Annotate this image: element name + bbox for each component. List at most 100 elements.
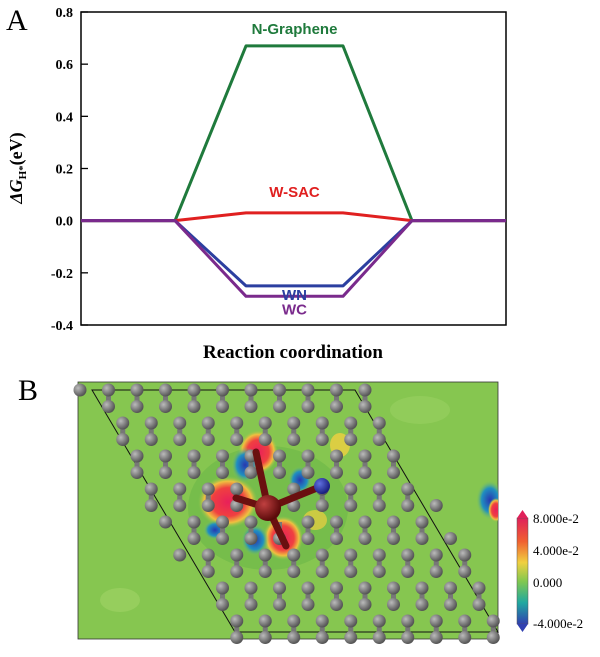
carbon-atom [344, 482, 358, 496]
carbon-atom [387, 466, 400, 479]
carbon-atom [358, 400, 372, 413]
series-label-w-sac: W-SAC [269, 184, 320, 201]
carbon-atom [358, 532, 372, 545]
carbon-atom [130, 400, 144, 413]
carbon-atom [258, 433, 272, 446]
carbon-atom [401, 614, 415, 628]
carbon-atom [301, 515, 315, 529]
y-label-main: ΔG [6, 179, 26, 204]
carbon-atom [216, 598, 229, 611]
carbon-atom [187, 466, 201, 479]
carbon-atom [372, 614, 386, 628]
carbon-atom [387, 581, 400, 595]
carbon-atom [187, 515, 201, 529]
carbon-atom [201, 548, 215, 562]
series-label-n-graphene: N-Graphene [252, 21, 338, 38]
carbon-atom [330, 532, 343, 545]
carbon-atom [315, 433, 329, 446]
carbon-atom [187, 532, 201, 545]
carbon-atom [330, 515, 343, 529]
carbon-atom [415, 515, 429, 529]
carbon-atom [173, 416, 187, 430]
series-line-wc [81, 219, 506, 298]
carbon-atom [173, 548, 187, 562]
carbon-atom [144, 482, 158, 496]
y-tick-label: -0.4 [51, 319, 73, 334]
carbon-atom [387, 515, 400, 529]
carbon-atom [344, 433, 358, 446]
carbon-atom [187, 383, 201, 397]
carbon-atom [216, 532, 229, 545]
carbon-atom [387, 449, 400, 463]
carbon-atom [230, 416, 244, 430]
series-label-wn: WN [282, 287, 307, 304]
carbon-atom [330, 383, 343, 397]
carbon-atom [287, 433, 301, 446]
carbon-atom [230, 482, 244, 496]
carbon-atom [401, 482, 415, 496]
carbon-atom [159, 466, 172, 479]
colorbar-label-max: 8.000e-2 [533, 511, 579, 526]
carbon-atom [301, 581, 315, 595]
carbon-atom [344, 499, 358, 512]
carbon-atom [301, 400, 315, 413]
nitrogen-atom [314, 478, 330, 494]
carbon-atom [144, 416, 158, 430]
svg-text:ΔGH*(eV): ΔGH*(eV) [6, 132, 29, 204]
carbon-atom [401, 548, 415, 562]
carbon-atom [458, 565, 472, 578]
carbon-atom [315, 565, 329, 578]
carbon-atom [201, 482, 215, 496]
colorbar-bottom-arrow [517, 624, 528, 632]
carbon-atom [144, 499, 158, 512]
carbon-atom [315, 499, 329, 512]
y-tick-label: 0.0 [56, 215, 74, 230]
carbon-atom [287, 614, 301, 628]
carbon-atom [116, 433, 130, 446]
carbon-atom [330, 400, 343, 413]
carbon-atom [401, 631, 415, 644]
carbon-atom [372, 482, 386, 496]
carbon-atom [372, 416, 386, 430]
carbon-atom [358, 598, 372, 611]
carbon-atom [173, 499, 187, 512]
w-center [232, 448, 330, 550]
panel-b-letter: B [18, 374, 38, 407]
carbon-atom [372, 565, 386, 578]
carbon-atom [429, 565, 443, 578]
carbon-atom [358, 466, 372, 479]
carbon-atom [258, 565, 272, 578]
panel-a-letter: A [6, 4, 28, 37]
carbon-atom [301, 383, 315, 397]
y-tick-label: 0.4 [56, 110, 74, 125]
carbon-atom [344, 565, 358, 578]
carbon-atom [273, 400, 286, 413]
carbon-atom [159, 400, 172, 413]
carbon-atom [330, 598, 343, 611]
carbon-atom [372, 631, 386, 644]
y-ticks: -0.4 -0.2 0.0 0.2 0.4 0.6 0.8 [51, 6, 88, 334]
carbon-atom [273, 449, 286, 463]
carbon-atom [444, 532, 457, 545]
carbon-atom [458, 614, 472, 628]
y-label-sub: H* [17, 165, 29, 180]
carbon-atom [344, 548, 358, 562]
carbon-atom [330, 581, 343, 595]
carbon-atom [387, 532, 400, 545]
carbon-atom [230, 548, 244, 562]
colorbar-label-zero: 0.000 [533, 575, 562, 590]
carbon-atom [230, 614, 244, 628]
carbon-atom [287, 416, 301, 430]
carbon-atom [387, 598, 400, 611]
panel-b: B [0, 370, 600, 652]
carbon-atom [173, 433, 187, 446]
colorbar-gradient [516, 517, 529, 625]
carbon-atom [201, 433, 215, 446]
colorbar-top-arrow [517, 510, 528, 518]
carbon-atom [486, 631, 500, 644]
series-label-wc: WC [282, 301, 307, 318]
carbon-atom [330, 449, 343, 463]
carbon-atom [216, 449, 229, 463]
carbon-atom [315, 548, 329, 562]
